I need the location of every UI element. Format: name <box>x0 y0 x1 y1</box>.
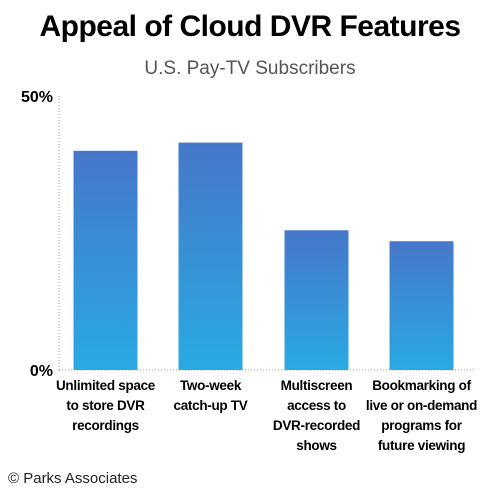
x-tick-label-line: Unlimited space <box>55 378 156 393</box>
x-tick-label-line: programs for <box>381 418 462 433</box>
x-tick-label-line: to store DVR <box>66 398 145 413</box>
bar <box>73 150 138 370</box>
x-tick-label: Two-week catch-up TV <box>155 376 267 416</box>
bar <box>284 230 349 370</box>
y-tick-label: 50% <box>21 89 53 106</box>
x-tick-label-line: recordings <box>72 418 139 433</box>
chart-subtitle: U.S. Pay-TV Subscribers <box>144 58 356 79</box>
x-tick-label-line: live or on-demand <box>365 398 478 413</box>
x-tick-label-line: DVR-recorded <box>272 418 361 433</box>
x-tick-label: Unlimited space to store DVR recordings <box>50 376 162 436</box>
x-tick-label-line: shows <box>296 438 337 453</box>
x-tick-label-line: Multiscreen <box>280 378 353 393</box>
x-tick-label-line: catch-up TV <box>173 398 248 413</box>
bar <box>389 241 454 370</box>
x-tick-label-line: future viewing <box>377 438 466 453</box>
chart-title: Appeal of Cloud DVR Features <box>39 10 461 43</box>
x-tick-label-line: Two-week <box>179 378 242 393</box>
x-tick-label-line: Bookmarking of <box>372 378 471 393</box>
x-tick-label: Multiscreen access to DVR-recorded shows <box>261 376 373 456</box>
x-tick-label-line: access to <box>287 398 346 413</box>
bar <box>178 142 243 370</box>
y-tick-label: 0% <box>30 363 53 380</box>
x-tick-label: Bookmarking of live or on-demand programs … <box>366 376 478 456</box>
source-note: © Parks Associates <box>8 470 138 487</box>
